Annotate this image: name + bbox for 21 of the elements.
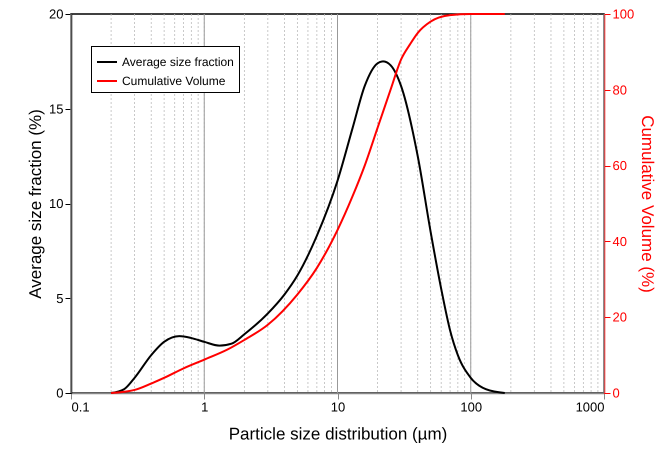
y-axis-title: Average size fraction (%)	[26, 109, 46, 299]
x-tick-label: 0.1	[72, 400, 90, 414]
x-tick-label: 100	[460, 400, 482, 414]
y2-tick-label: 60	[612, 158, 627, 174]
y-tick-label: 10	[49, 196, 64, 211]
y2-tick-label: 40	[612, 234, 627, 249]
x-tick-label: 1000	[576, 400, 604, 414]
y2-tick-label: 20	[612, 310, 627, 325]
y-tick-label: 5	[56, 290, 64, 306]
x-tick-label: 1	[201, 400, 208, 414]
y2-axis-title: Cumulative Volume (%)	[638, 115, 658, 293]
y2-tick-label: 100	[612, 6, 634, 22]
legend-label: Cumulative Volume	[122, 74, 226, 88]
x-tick-label: 10	[330, 400, 346, 414]
y-tick-label: 0	[56, 386, 64, 400]
y-tick-label: 15	[49, 101, 64, 116]
legend-label: Average size fraction	[122, 55, 234, 69]
x-axis-title: Particle size distribution (µm)	[228, 424, 448, 444]
y2-tick-label: 0	[612, 386, 620, 400]
y-tick-label: 20	[49, 6, 64, 22]
y2-tick-label: 80	[612, 82, 627, 98]
